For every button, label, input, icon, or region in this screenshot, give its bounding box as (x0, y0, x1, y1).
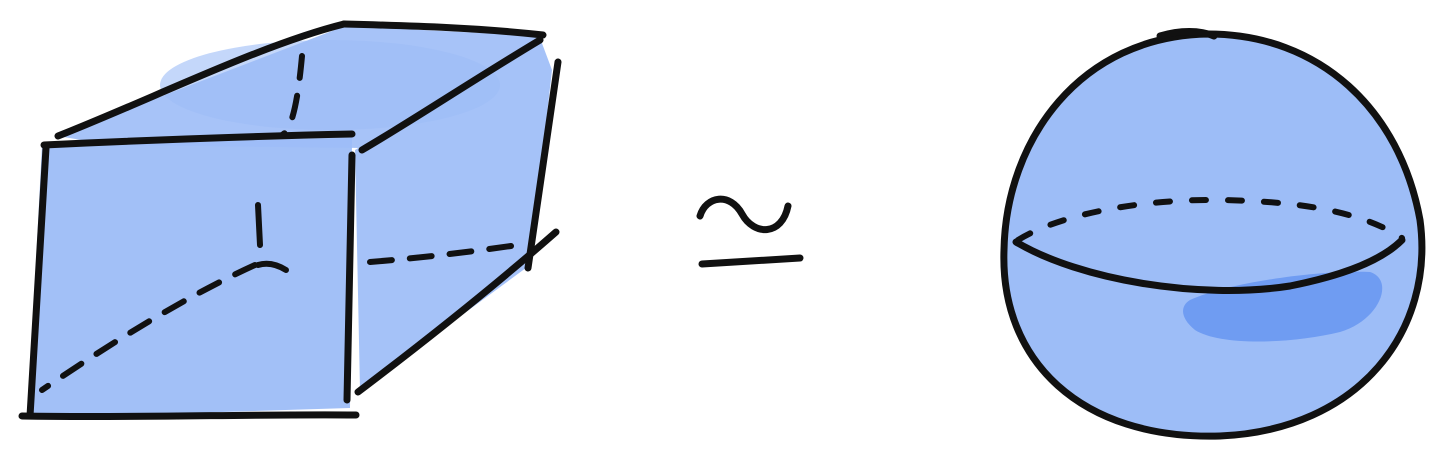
cube-front-face-fill (28, 138, 352, 418)
cube-hidden-diagonal-edge (39, 262, 258, 393)
cube-back-right-edge (524, 58, 562, 272)
cube-hidden-vertical-edge (279, 53, 305, 138)
underline-stroke (698, 254, 804, 268)
cube-front-right-edge (343, 151, 356, 404)
sphere-icon (1000, 28, 1426, 440)
cube-hidden-horizontal-edge (367, 241, 528, 265)
cube-bottom-right-edge (354, 228, 560, 396)
cube-hidden-corner-mark (255, 260, 289, 273)
cube-top-back-edge (340, 20, 547, 39)
cube-top-left-edge (54, 20, 348, 140)
sphere-top-mark (1156, 28, 1218, 40)
homeomorphic-icon (696, 195, 804, 268)
cube-hidden-vertical-edge-lower (255, 202, 263, 248)
cube-front-top-edge (40, 130, 356, 149)
cube-icon (18, 20, 562, 421)
tilde-stroke (696, 195, 792, 233)
sphere-outline (1000, 30, 1426, 440)
cube-top-right-edge (358, 36, 544, 154)
cube-front-left-edge (26, 144, 50, 420)
sphere-equator-front (1012, 236, 1406, 294)
cube-front-bottom-edge (18, 411, 360, 421)
cube-top-highlight (160, 40, 500, 130)
